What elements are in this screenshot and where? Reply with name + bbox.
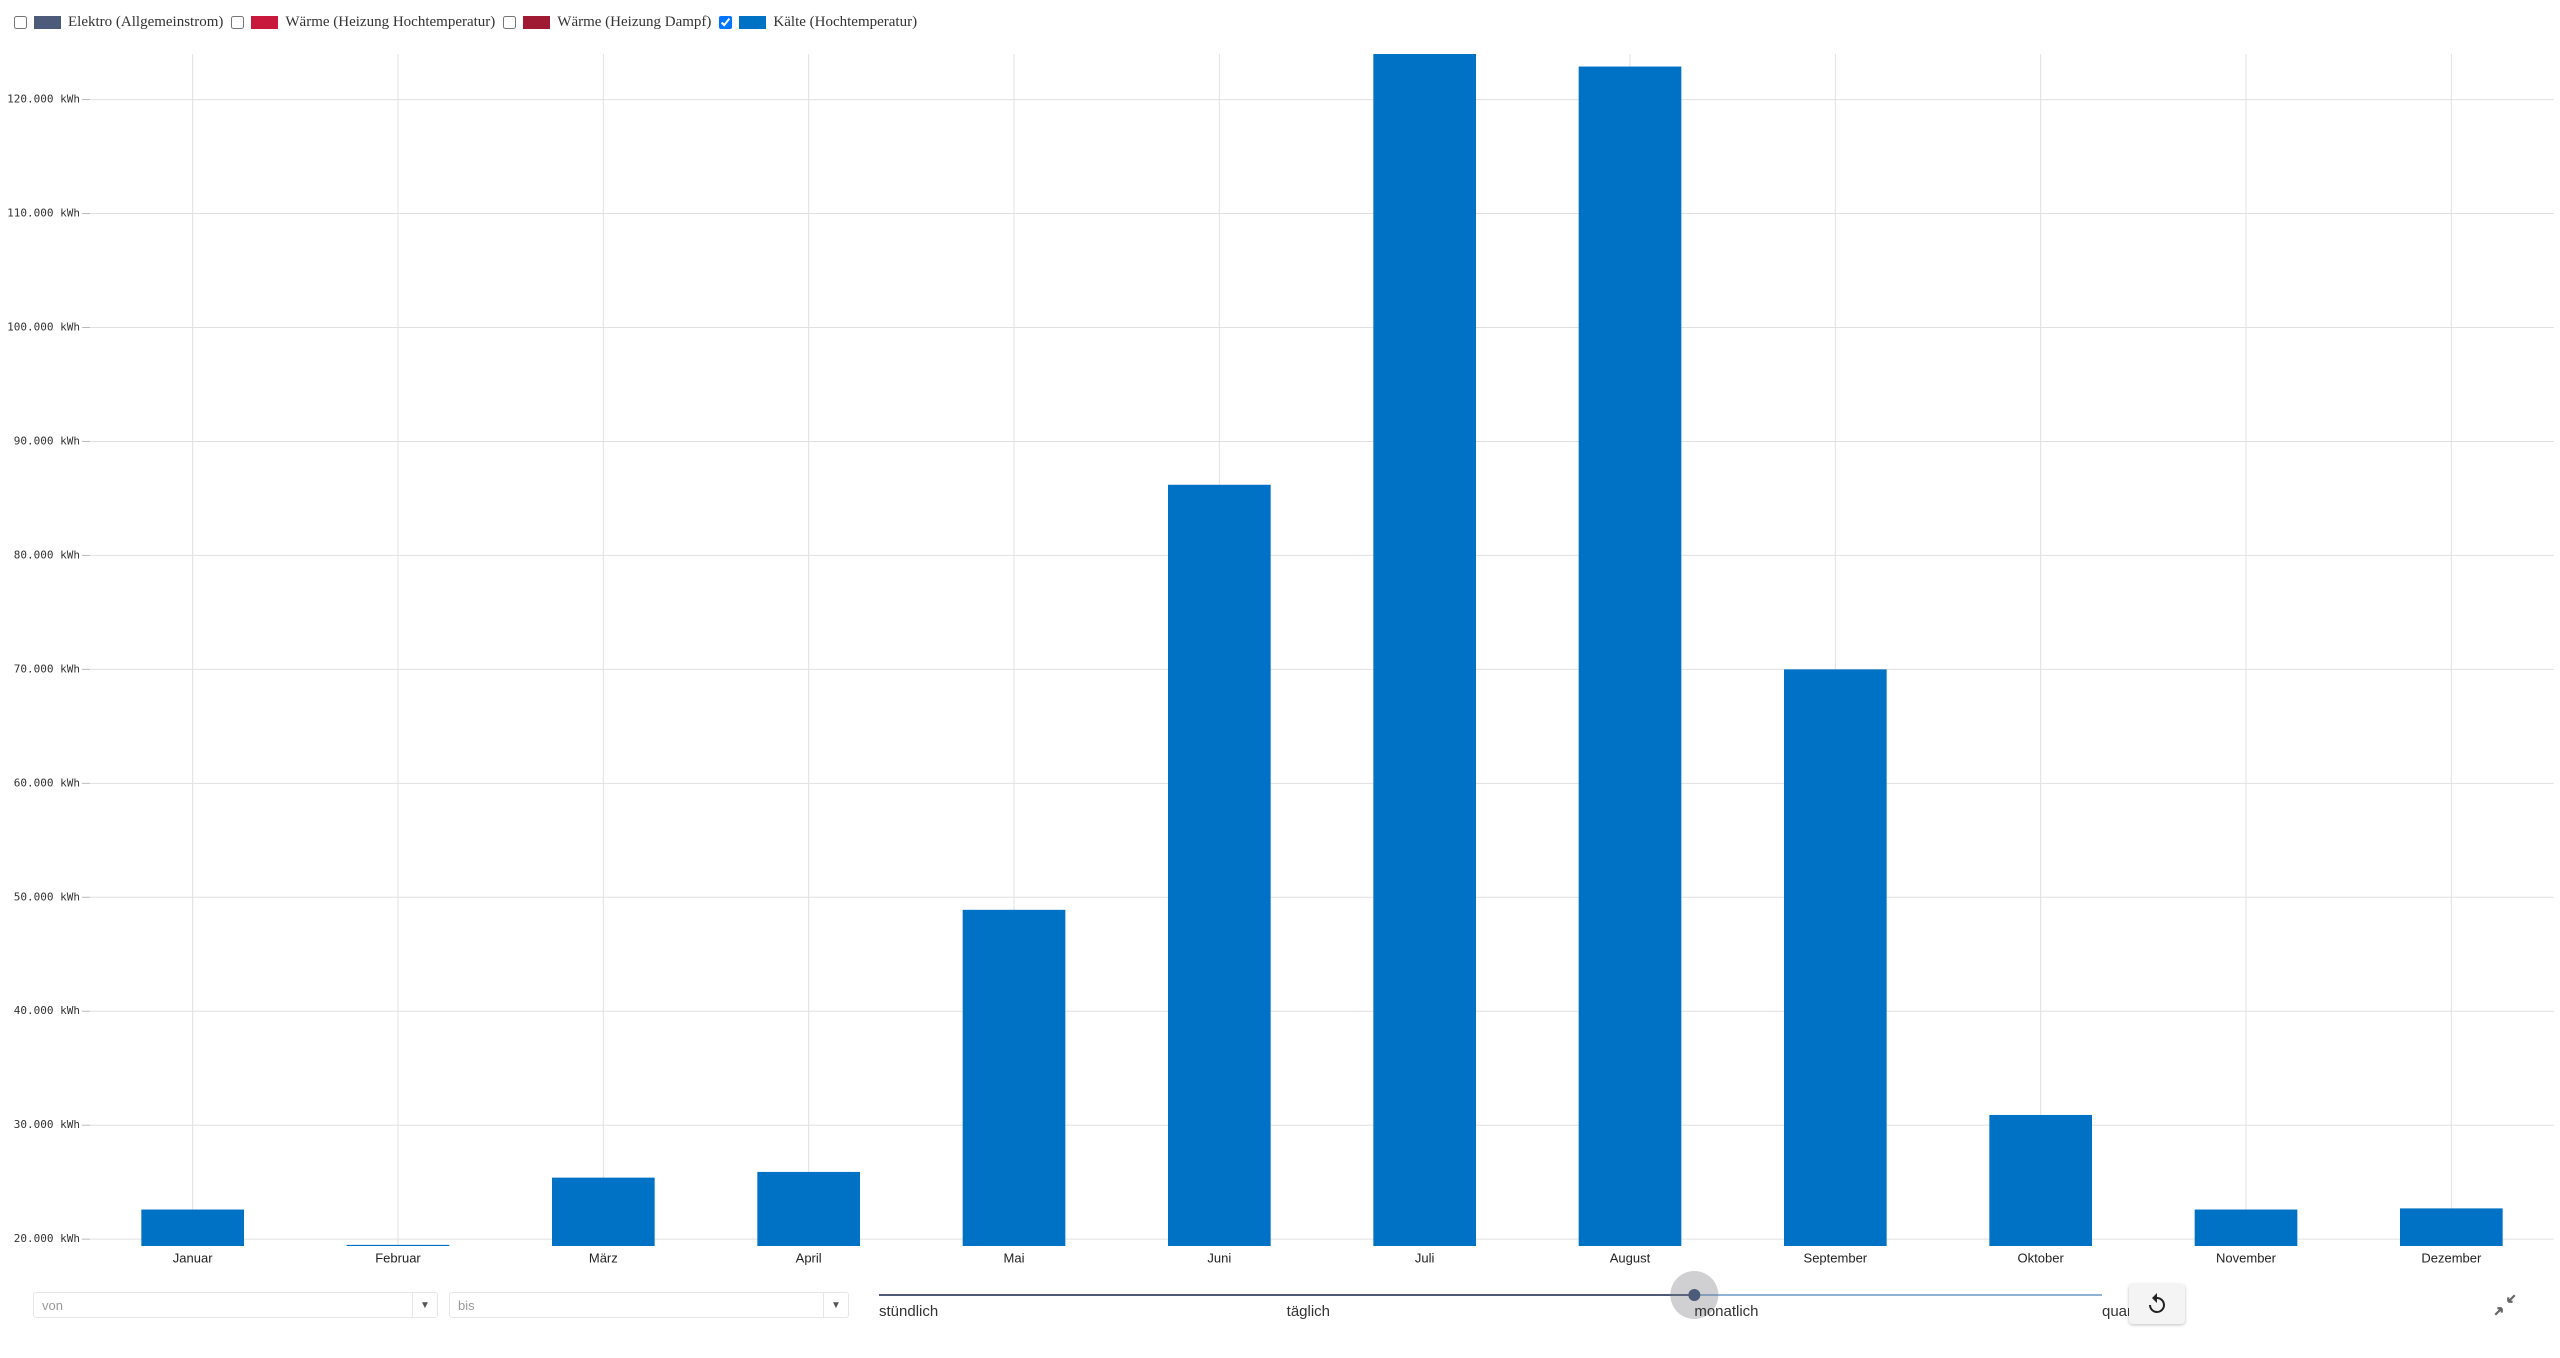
- x-tick-label: März: [589, 1250, 618, 1265]
- compress-button[interactable]: [2492, 1292, 2518, 1318]
- x-tick-label: November: [2216, 1250, 2277, 1265]
- legend-swatch: [739, 15, 767, 29]
- bar: [141, 1209, 244, 1246]
- legend-label: Kälte (Hochtemperatur): [773, 13, 918, 30]
- x-tick-label: Januar: [173, 1250, 213, 1265]
- bar: [2400, 1208, 2503, 1246]
- legend-item: Elektro (Allgemeinstrom): [14, 14, 223, 31]
- legend-checkbox[interactable]: [14, 15, 27, 29]
- bar: [1168, 484, 1271, 1246]
- bar: [962, 909, 1066, 1246]
- legend-label: Elektro (Allgemeinstrom): [68, 13, 224, 30]
- legend-label: Wärme (Heizung Hochtemperatur): [285, 13, 496, 30]
- legend-swatch: [523, 15, 551, 29]
- x-tick-label: Juni: [1207, 1250, 1231, 1265]
- bar: [1989, 1114, 2092, 1246]
- interval-label[interactable]: stündlich: [879, 1303, 939, 1320]
- bar: [1373, 54, 1476, 1246]
- x-tick-label: Februar: [375, 1250, 421, 1265]
- x-tick-label: Juli: [1415, 1250, 1435, 1265]
- x-tick-label: Dezember: [2421, 1250, 2482, 1265]
- legend-item: Wärme (Heizung Dampf): [503, 14, 711, 31]
- legend-swatch: [251, 15, 279, 29]
- reset-button[interactable]: [2129, 1284, 2185, 1324]
- x-tick-label: Mai: [1004, 1250, 1025, 1265]
- reset-icon: [2149, 1293, 2165, 1313]
- x-tick-label: Oktober: [2018, 1250, 2065, 1265]
- legend-checkbox[interactable]: [719, 15, 733, 29]
- x-tick-label: April: [796, 1250, 822, 1265]
- y-tick-label: 120.000 kWh: [7, 93, 80, 106]
- y-tick-label: 100.000 kWh: [7, 320, 80, 333]
- legend-item: Wärme (Heizung Hochtemperatur): [231, 14, 495, 31]
- x-tick-label: August: [1610, 1250, 1651, 1265]
- bar: [1578, 66, 1682, 1246]
- interval-label[interactable]: quar: [2102, 1303, 2133, 1320]
- legend-checkbox[interactable]: [231, 15, 245, 29]
- interval-label[interactable]: monatlich: [1694, 1303, 1759, 1320]
- legend-item: Kälte (Hochtemperatur): [719, 14, 917, 31]
- y-tick-label: 90.000 kWh: [14, 434, 80, 447]
- y-tick-label: 60.000 kWh: [14, 776, 80, 789]
- from-placeholder: von: [42, 1297, 63, 1313]
- bar: [1784, 669, 1887, 1246]
- to-select[interactable]: bis ▼: [449, 1292, 849, 1318]
- x-tick-label: September: [1804, 1250, 1868, 1265]
- legend-checkbox[interactable]: [503, 15, 517, 29]
- to-placeholder: bis: [458, 1297, 475, 1313]
- y-tick-label: 30.000 kWh: [14, 1118, 80, 1131]
- y-tick-label: 110.000 kWh: [7, 207, 80, 220]
- chart: 20.000 kWh 30.000 kWh 40.000 kWh 50.000 kWh…: [7, 54, 2554, 1265]
- y-tick-label: 40.000 kWh: [14, 1004, 80, 1017]
- bar: [2194, 1209, 2298, 1246]
- slider-thumb[interactable]: [1688, 1289, 1701, 1301]
- interval-slider[interactable]: [870, 1270, 2120, 1330]
- dropdown-arrow: ▼: [412, 1293, 437, 1317]
- legend: Elektro (Allgemeinstrom) Wärme (Heizung H…: [14, 10, 925, 34]
- interval-label[interactable]: täglich: [1286, 1303, 1331, 1320]
- bar: [552, 1177, 655, 1246]
- y-tick-label: 50.000 kWh: [14, 890, 80, 903]
- y-tick-label: 70.000 kWh: [14, 662, 80, 675]
- legend-label: Wärme (Heizung Dampf): [557, 13, 712, 30]
- from-select[interactable]: von ▼: [33, 1292, 438, 1318]
- dropdown-arrow: ▼: [823, 1293, 848, 1317]
- bar: [757, 1171, 860, 1246]
- legend-swatch: [34, 15, 61, 29]
- bar: [346, 1244, 450, 1246]
- y-tick-label: 20.000 kWh: [14, 1232, 80, 1245]
- y-tick-label: 80.000 kWh: [14, 548, 80, 561]
